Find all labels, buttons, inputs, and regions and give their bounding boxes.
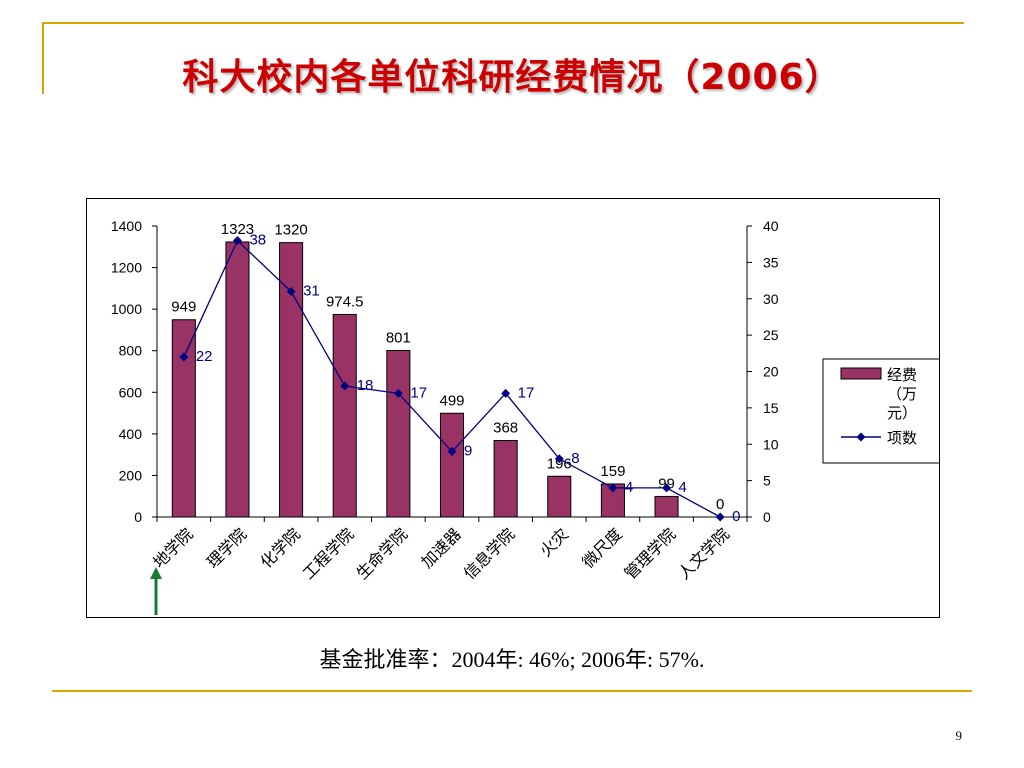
legend-label-count: 项数	[887, 429, 917, 447]
x-category-label: 工程学院	[299, 524, 358, 583]
bar-理学院	[225, 241, 250, 518]
line-value-label: 8	[571, 450, 579, 467]
line-point-marker	[447, 447, 457, 457]
bottom-border-line	[52, 690, 972, 692]
slide-title: 科大校内各单位科研经费情况（2006）	[182, 57, 842, 98]
y-left-tick-label: 200	[119, 467, 143, 483]
page-number: 9	[955, 728, 963, 743]
bar-加速器	[439, 412, 465, 518]
line-value-label: 22	[196, 348, 213, 365]
y-left-tick-label: 1000	[111, 301, 142, 317]
x-category-label: 化学院	[257, 524, 304, 571]
caption-approval-rate: 基金批准率：2004年: 46%; 2006年: 57%.	[319, 647, 705, 672]
bar-value-label: 801	[386, 330, 411, 347]
line-value-label: 17	[410, 384, 427, 401]
bar-value-label: 1320	[274, 222, 307, 239]
highlight-arrow-head	[150, 567, 162, 579]
y-right-tick-label: 10	[763, 436, 779, 452]
bar-value-label: 499	[439, 392, 464, 409]
bar-value-label: 0	[716, 496, 724, 513]
x-category-label: 生命学院	[352, 524, 411, 583]
bar-value-label: 949	[171, 299, 196, 316]
line-point-marker	[340, 381, 350, 391]
line-point-marker	[662, 483, 672, 493]
line-point-marker	[608, 483, 618, 493]
x-category-label: 人文学院	[674, 524, 733, 583]
x-category-label: 火灾	[536, 524, 572, 560]
line-value-label: 0	[732, 508, 740, 525]
x-category-label: 管理学院	[621, 524, 680, 583]
line-point-marker	[554, 454, 564, 464]
line-value-label: 4	[625, 479, 633, 496]
legend-swatch-bar	[840, 367, 882, 380]
bar-value-label: 196	[547, 455, 572, 472]
bar-工程学院	[332, 313, 357, 518]
line-point-marker	[232, 236, 242, 246]
y-right-tick-label: 40	[763, 218, 779, 234]
y-right-tick-label: 35	[763, 254, 779, 270]
bar-信息学院	[493, 440, 518, 518]
chart: 0200400600800100012001400051015202530354…	[111, 218, 939, 615]
y-left-tick-label: 800	[119, 343, 143, 359]
line-value-label: 17	[518, 384, 535, 401]
line-value-label: 31	[303, 282, 320, 299]
line-value-label: 9	[464, 443, 472, 460]
bar-value-label: 1323	[221, 221, 254, 238]
bar-value-label: 159	[600, 463, 625, 480]
chart-frame: 0 200 400 600 800 1000 1200 1400 0 5 10 15 20 25 30 35 4…	[86, 198, 940, 618]
x-category-label: 地学院	[149, 524, 196, 571]
legend-label-funding: 元）	[887, 404, 917, 422]
line-point-marker	[715, 512, 725, 522]
y-right-tick-label: 20	[763, 364, 779, 380]
top-border-line	[42, 22, 964, 24]
line-point-marker	[286, 286, 296, 296]
bar-value-label: 974.5	[326, 293, 364, 310]
line-value-label: 38	[249, 232, 266, 249]
bar-火灾	[547, 475, 572, 518]
legend-swatch-marker	[856, 432, 866, 442]
x-category-label: 理学院	[203, 524, 250, 571]
left-border-line	[42, 22, 44, 94]
bar-生命学院	[386, 350, 411, 518]
y-right-tick-label: 15	[763, 400, 779, 416]
y-left-tick-label: 0	[134, 509, 142, 525]
line-value-label: 18	[357, 377, 374, 394]
bar-化学院	[279, 242, 304, 518]
bar-管理学院	[654, 495, 679, 518]
y-right-tick-label: 25	[763, 327, 779, 343]
bar-value-label: 368	[493, 420, 518, 437]
line-point-marker	[179, 352, 189, 362]
y-right-tick-label: 30	[763, 291, 779, 307]
x-category-label: 加速器	[417, 524, 464, 571]
line-value-label: 4	[679, 479, 687, 496]
legend-label-funding: （万	[887, 385, 917, 403]
y-left-tick-label: 600	[119, 384, 143, 400]
legend-label-funding: 经费	[887, 366, 917, 384]
bar-地学院	[171, 319, 196, 518]
y-right-tick-label: 5	[763, 473, 771, 489]
y-left-tick-label: 400	[119, 426, 143, 442]
x-category-label: 信息学院	[460, 524, 519, 583]
y-left-tick-label: 1400	[111, 218, 142, 234]
x-category-label: 微尺度	[578, 524, 625, 571]
line-point-marker	[501, 388, 511, 398]
y-right-tick-label: 0	[763, 509, 771, 525]
y-left-tick-label: 1200	[111, 260, 142, 276]
line-point-marker	[393, 388, 403, 398]
